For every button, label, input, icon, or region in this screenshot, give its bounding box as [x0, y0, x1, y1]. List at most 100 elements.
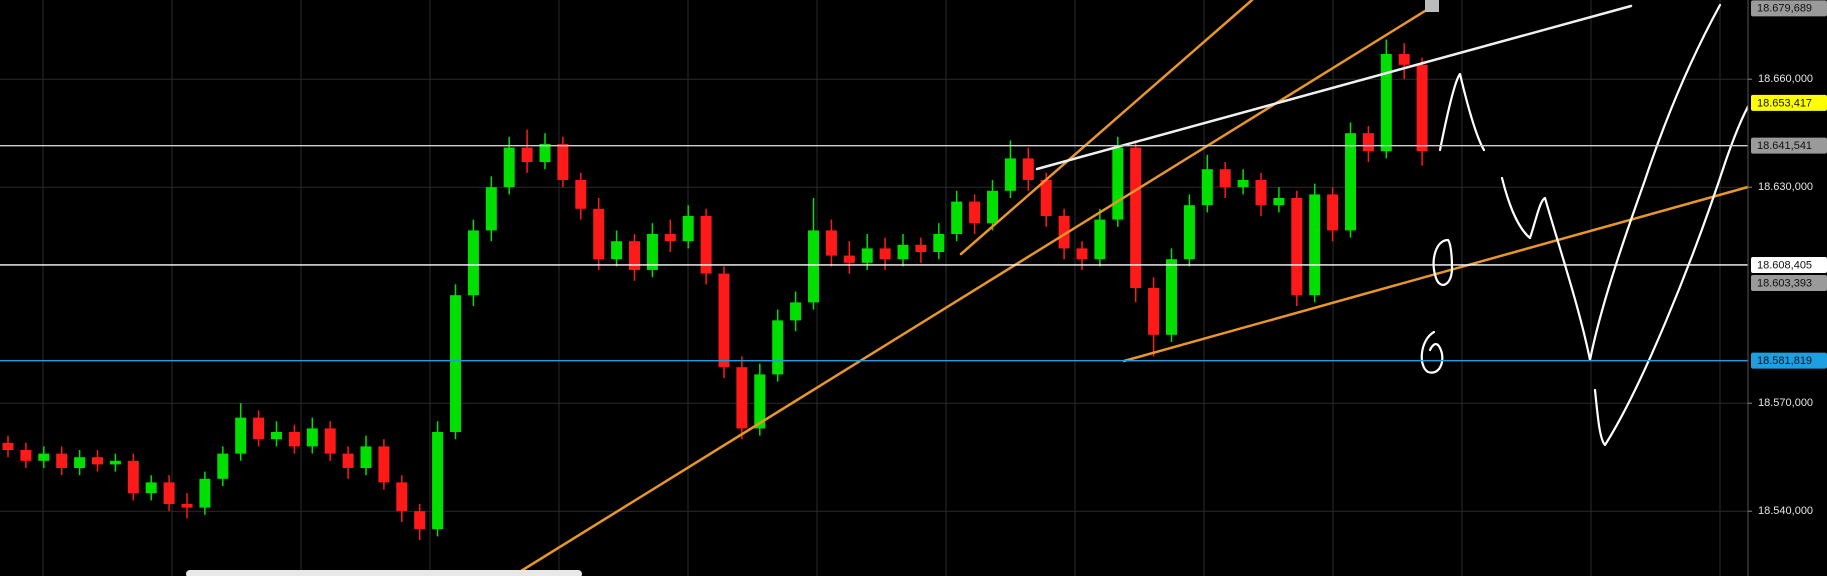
candle-body	[987, 190, 998, 224]
candle-body	[92, 457, 103, 465]
candle-body	[861, 248, 873, 263]
handwriting	[1438, 72, 1486, 152]
candle-body	[825, 230, 837, 256]
candle-body	[1201, 169, 1213, 206]
price-label-box	[1751, 274, 1827, 291]
candle-body	[432, 432, 444, 530]
price-label-box	[1751, 94, 1827, 111]
candle-body	[253, 417, 265, 440]
candle-body	[1183, 205, 1195, 260]
price-label: 18.679,689	[1757, 3, 1812, 15]
candle-body	[629, 241, 640, 270]
candle-body	[38, 453, 50, 461]
candle-body	[772, 320, 784, 375]
handwriting	[1593, 86, 1762, 447]
candle-body	[271, 432, 282, 440]
candle-body	[1219, 169, 1231, 188]
price-label-box	[1751, 256, 1827, 273]
candle-body	[324, 428, 336, 454]
candle-body	[163, 482, 175, 504]
price-label: 18.653,417	[1757, 97, 1812, 109]
candle-body	[1237, 180, 1249, 188]
candle-body	[467, 230, 479, 296]
handle	[1425, 0, 1439, 12]
price-label-box	[1751, 352, 1827, 369]
candle-body	[664, 234, 676, 242]
y-tick-label: 18.540,000	[1758, 505, 1813, 517]
candle-body	[360, 446, 372, 468]
candle-body	[396, 482, 408, 512]
trend-line	[959, 0, 1254, 256]
candle-body	[20, 450, 32, 461]
price-label-box	[1751, 137, 1827, 154]
candle-body	[1327, 194, 1339, 231]
candle-body	[879, 248, 891, 260]
candle-body	[1130, 147, 1142, 288]
drawings	[0, 0, 1762, 576]
price-label: 18.603,393	[1757, 277, 1812, 289]
handwriting	[1420, 330, 1444, 374]
candle-body	[1040, 180, 1052, 216]
candle-body	[1255, 180, 1267, 206]
price-axis-labels: 18.660,000 18.630,000 18.570,000 18.540,000…	[1748, 0, 1827, 517]
candle-body	[969, 201, 981, 224]
candle-body	[342, 453, 354, 468]
candle-body	[217, 453, 229, 479]
candle-body	[754, 374, 766, 429]
candle-body	[485, 187, 497, 231]
price-label-box	[1751, 0, 1827, 17]
candle-body	[718, 273, 730, 368]
candle-body	[1273, 198, 1285, 206]
candle-body	[539, 144, 551, 162]
candle-body	[503, 147, 515, 188]
candle-body	[915, 244, 927, 252]
price-label: 18.641,541	[1757, 140, 1812, 152]
candle-body	[1291, 198, 1303, 296]
candle-body	[2, 442, 14, 450]
candle-body	[1398, 54, 1410, 65]
candle-body	[1058, 216, 1070, 249]
candle-body	[790, 302, 802, 321]
candle-body	[611, 241, 623, 260]
candle-body	[288, 432, 300, 447]
candle-body	[897, 244, 909, 260]
handwriting	[1432, 238, 1454, 286]
candle-body	[1148, 288, 1160, 335]
candle-body	[199, 478, 211, 508]
candle-body	[557, 144, 569, 180]
price-label: 18.608,405	[1757, 259, 1812, 271]
candle-body	[145, 482, 157, 494]
candle-body	[235, 417, 247, 454]
trend-line	[1122, 185, 1750, 363]
candle-body	[74, 457, 86, 468]
candle-body	[843, 255, 855, 263]
y-tick-label: 18.570,000	[1758, 397, 1813, 409]
candle-body	[109, 460, 121, 465]
candle-body	[1166, 259, 1177, 335]
price-label: 18.581,819	[1757, 355, 1812, 367]
candle-body	[1112, 147, 1124, 220]
candle-body	[521, 147, 533, 162]
candle-body	[378, 446, 390, 483]
candle-body	[951, 201, 963, 234]
candle-body	[1309, 194, 1321, 296]
candle-body	[181, 504, 193, 508]
candle-body	[1094, 219, 1106, 260]
trend-line	[1035, 4, 1633, 171]
scrollbar	[186, 570, 582, 576]
candle-body	[808, 230, 819, 303]
candle-body	[736, 367, 748, 429]
y-tick-label: 18.630,000	[1758, 181, 1813, 193]
candle-body	[414, 511, 426, 530]
candle-body	[700, 216, 712, 274]
candle-body	[1022, 158, 1034, 180]
candle-body	[1416, 64, 1428, 152]
candle-body	[682, 216, 694, 242]
candle-body	[306, 428, 318, 447]
candle-body	[1362, 133, 1374, 152]
trend-line	[511, 4, 1435, 576]
candle-body	[933, 234, 945, 252]
candle-body	[1380, 54, 1392, 152]
